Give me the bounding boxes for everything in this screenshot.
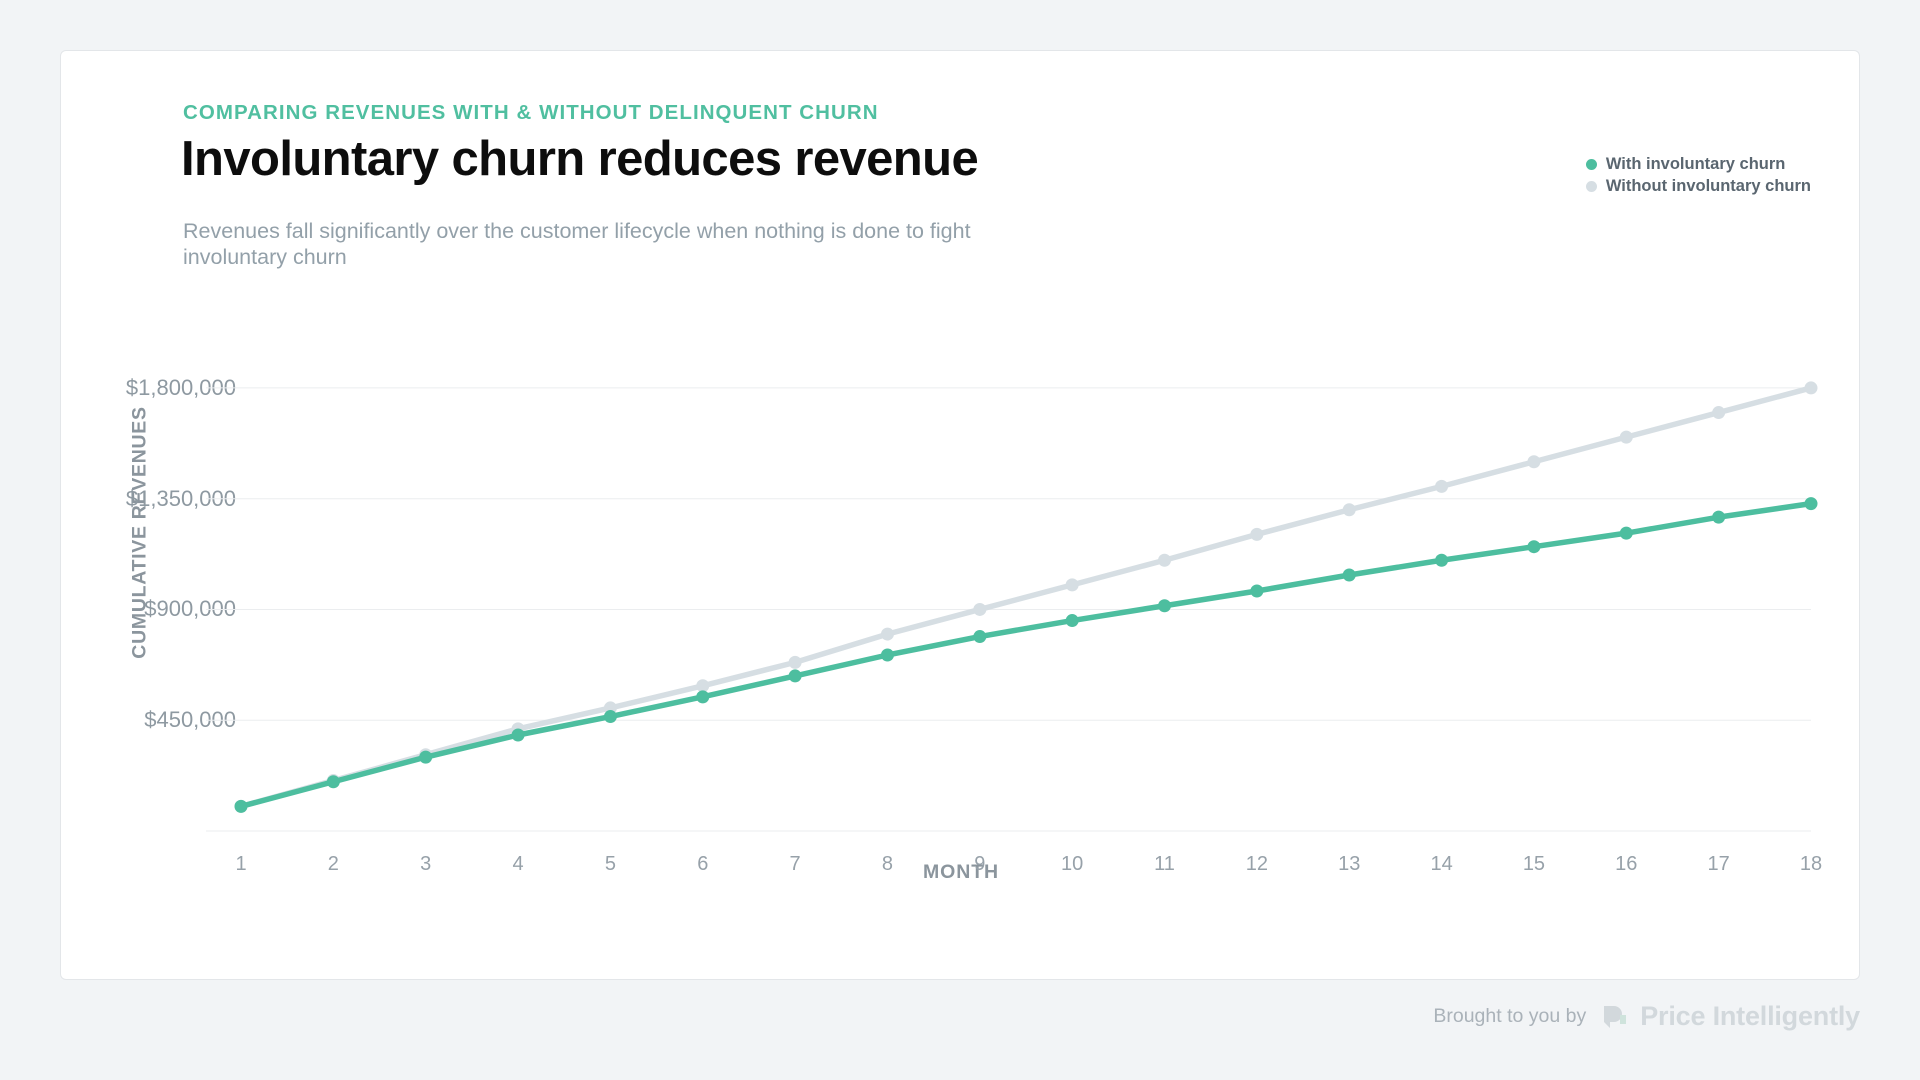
x-axis-tick-label: 7 [789,853,801,875]
x-axis-tick-label: 1 [235,853,247,875]
legend-label: Without involuntary churn [1605,177,1811,195]
x-axis-tick-label: 4 [512,853,524,875]
x-axis-tick-label: 16 [1615,853,1638,875]
chart-subtitle: Revenues fall significantly over the cus… [183,219,971,269]
legend-dot-icon [1585,159,1597,170]
x-axis-tick-label: 3 [420,853,432,875]
x-axis-tick-label: 13 [1338,853,1361,875]
x-axis-title: MONTH [923,861,999,883]
legend-item-without-involuntary-churn[interactable]: Without involuntary churn [1585,177,1811,196]
chart-kicker: Comparing revenues with & without delinq… [183,101,879,124]
x-axis-tick-label: 17 [1707,853,1730,875]
x-axis-tick-label: 12 [1245,853,1268,875]
x-axis-tick-label: 5 [604,853,616,875]
footer-text: Brought to you by [1433,1004,1587,1027]
y-axis-title: CUMULATIVE REVENUES [128,406,151,659]
x-axis-tick-label: 2 [327,853,339,875]
x-axis-tick-label: 9 [974,853,986,875]
legend-label: With involuntary churn [1605,155,1786,173]
price-intelligently-logo-icon [1604,1006,1627,1028]
y-axis-tick-label: $900,000 [144,596,236,622]
footer-attribution: Brought to you by Price Intelligently [1433,1000,1860,1032]
x-axis-tick-label: 6 [697,853,709,875]
x-axis-tick-label: 15 [1522,853,1546,875]
x-axis-tick-label: 8 [881,853,894,875]
y-axis-tick-label: $1,800,000 [125,374,236,400]
y-axis-tick-label: $450,000 [144,707,236,733]
legend-item-with-involuntary-churn[interactable]: With involuntary churn [1585,155,1786,174]
legend-dot-icon [1585,181,1597,192]
x-axis-tick-label: 10 [1061,853,1084,875]
chart-headline: Involuntary churn reduces revenue [181,132,979,186]
x-axis-tick-label: 18 [1799,853,1823,875]
chart-legend: With involuntary churn Without involunta… [1585,155,1811,196]
x-axis-tick-label: 14 [1430,853,1453,875]
y-axis-tick-label: $1,350,000 [125,485,236,511]
chart-card: Comparing revenues with & without delinq… [60,50,1860,980]
brand-name: Price Intelligently [1640,1000,1860,1031]
x-axis-tick-label: 11 [1154,853,1175,875]
brand-lockup[interactable]: Price Intelligently [1599,1000,1860,1032]
